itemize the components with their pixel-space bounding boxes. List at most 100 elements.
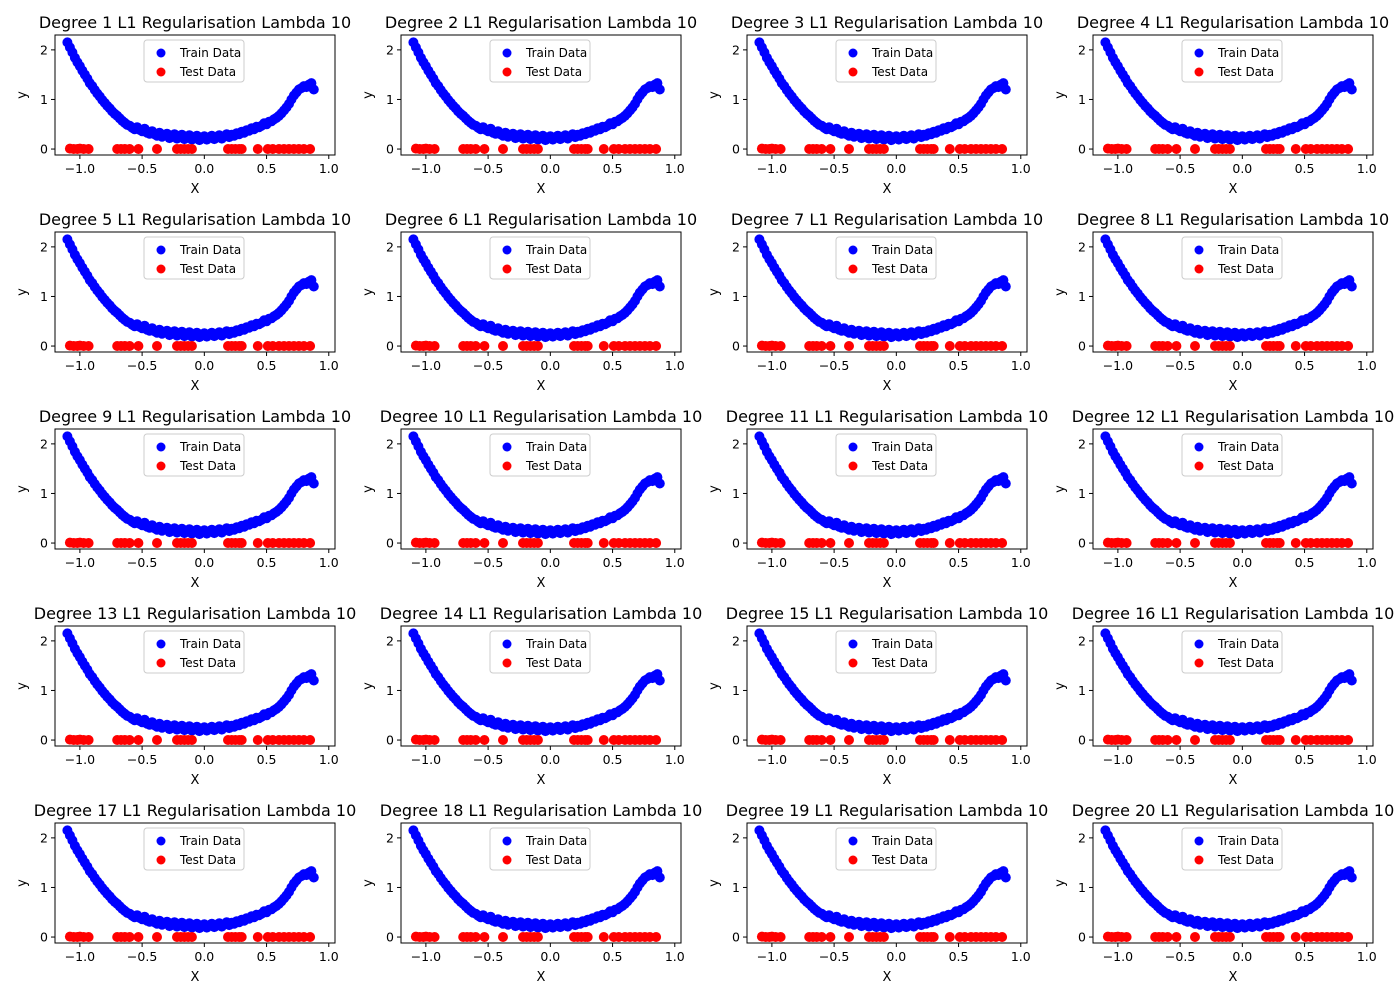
legend: Train Data Test Data: [1181, 236, 1283, 280]
test-point: [651, 538, 662, 548]
legend-label: Test Data: [1217, 65, 1274, 79]
legend-box: [143, 630, 245, 674]
y-tick-label: 2: [386, 633, 394, 648]
train-point: [1000, 281, 1011, 292]
test-series: [64, 734, 316, 745]
train-point: [654, 478, 665, 489]
x-tick-label: −1.0: [65, 752, 95, 767]
legend-box: [1181, 39, 1283, 83]
test-point: [1121, 932, 1132, 942]
train-point: [308, 675, 319, 686]
test-point: [1162, 341, 1173, 351]
legend-label: Train Data: [871, 637, 933, 651]
legend-marker: [848, 245, 858, 255]
test-point: [1171, 735, 1182, 745]
y-axis-label: y: [361, 288, 376, 296]
legend-label: Test Data: [1217, 656, 1274, 670]
train-series: [62, 431, 319, 540]
legend-marker: [156, 658, 166, 668]
x-tick-label: 0.0: [1232, 555, 1252, 570]
y-tick-label: 1: [1078, 289, 1086, 304]
x-tick-label: 0.0: [886, 161, 906, 176]
axes-frame: [1092, 231, 1374, 353]
train-series: [62, 628, 319, 737]
train-series: [754, 431, 1011, 540]
legend-label: Train Data: [525, 243, 587, 257]
x-axis-label: X: [883, 576, 892, 591]
x-tick-label: −0.5: [127, 161, 157, 176]
x-tick-label: 1.0: [665, 358, 685, 373]
x-tick-label: 0.0: [1232, 949, 1252, 964]
legend-label: Train Data: [1217, 46, 1279, 60]
test-point: [997, 341, 1008, 351]
subplot-10: Degree 10 L1 Regularisation Lambda 10 −1.…: [361, 407, 702, 591]
x-tick-label: 0.5: [257, 358, 277, 373]
x-tick-label: 0.0: [540, 555, 560, 570]
subplot-12: Degree 12 L1 Regularisation Lambda 10 −1.…: [1053, 407, 1394, 591]
y-axis-label: y: [707, 485, 722, 493]
subplot-15: Degree 15 L1 Regularisation Lambda 10 −1.…: [707, 604, 1048, 788]
subplot-18: Degree 18 L1 Regularisation Lambda 10 −1.…: [361, 801, 702, 985]
subplot-title: Degree 19 L1 Regularisation Lambda 10: [726, 801, 1049, 820]
axes-frame: [54, 34, 336, 156]
x-axis-label: X: [883, 970, 892, 985]
x-tick-label: −0.5: [819, 752, 849, 767]
legend-label: Train Data: [525, 46, 587, 60]
legend-marker: [502, 48, 512, 58]
test-point: [133, 735, 144, 745]
legend: Train Data Test Data: [489, 433, 591, 477]
subplot-16: Degree 16 L1 Regularisation Lambda 10 −1.…: [1053, 604, 1394, 788]
test-point: [582, 144, 593, 154]
subplot-title: Degree 6 L1 Regularisation Lambda 10: [385, 210, 697, 229]
x-tick-label: 1.0: [1357, 949, 1377, 964]
axes-frame: [1092, 822, 1374, 944]
legend-marker: [1194, 836, 1204, 846]
test-point: [1121, 144, 1132, 154]
test-point: [582, 932, 593, 942]
test-point: [825, 144, 836, 154]
train-point: [1000, 675, 1011, 686]
test-point: [133, 932, 144, 942]
test-point: [1343, 932, 1354, 942]
test-point: [252, 144, 263, 154]
legend-label: Test Data: [1217, 459, 1274, 473]
y-tick-label: 2: [386, 239, 394, 254]
test-point: [878, 932, 889, 942]
test-point: [1343, 735, 1354, 745]
test-point: [844, 538, 854, 548]
test-point: [878, 341, 889, 351]
test-point: [1224, 341, 1235, 351]
x-tick-label: −0.5: [1165, 161, 1195, 176]
x-tick-label: 0.5: [949, 752, 969, 767]
subplot-9: Degree 9 L1 Regularisation Lambda 10 −1.0…: [15, 407, 351, 591]
subplot-title: Degree 10 L1 Regularisation Lambda 10: [380, 407, 703, 426]
train-point: [1000, 84, 1011, 95]
test-point: [532, 341, 543, 351]
x-tick-label: 1.0: [665, 752, 685, 767]
test-point: [775, 538, 786, 548]
subplot-5: Degree 5 L1 Regularisation Lambda 10 −1.0…: [15, 210, 351, 394]
axes-frame: [400, 231, 682, 353]
test-point: [186, 932, 197, 942]
x-axis-label: X: [537, 576, 546, 591]
x-tick-label: −1.0: [757, 358, 787, 373]
test-point: [498, 932, 508, 942]
legend-marker: [848, 461, 858, 471]
test-point: [1274, 735, 1285, 745]
axes-frame: [746, 428, 1028, 550]
train-series: [1100, 234, 1357, 343]
legend-box: [835, 433, 937, 477]
legend-box: [489, 827, 591, 871]
train-series: [754, 234, 1011, 343]
legend-marker: [848, 67, 858, 77]
x-tick-label: 1.0: [665, 555, 685, 570]
subplot-3: Degree 3 L1 Regularisation Lambda 10 −1.0…: [707, 13, 1043, 197]
legend: Train Data Test Data: [835, 236, 937, 280]
y-axis-label: y: [361, 485, 376, 493]
subplot-20: Degree 20 L1 Regularisation Lambda 10 −1.…: [1053, 801, 1394, 985]
y-axis-label: y: [1053, 91, 1068, 99]
x-tick-label: 0.5: [603, 949, 623, 964]
y-axis-label: y: [1053, 485, 1068, 493]
legend-box: [1181, 630, 1283, 674]
test-point: [1171, 932, 1182, 942]
